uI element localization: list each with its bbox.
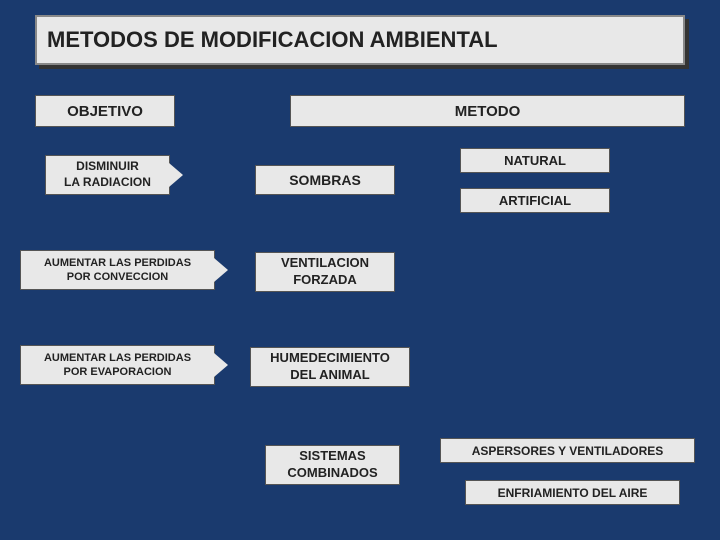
obj1-line2: LA RADIACION <box>64 175 151 191</box>
met3-line2: DEL ANIMAL <box>290 367 369 384</box>
metodo-ventilacion: VENTILACION FORZADA <box>255 252 395 292</box>
title-box: METODOS DE MODIFICACION AMBIENTAL <box>35 15 685 65</box>
obj2-line2: POR CONVECCION <box>67 270 168 284</box>
title-text: METODOS DE MODIFICACION AMBIENTAL <box>47 27 498 53</box>
obj3-line1: AUMENTAR LAS PERDIDAS <box>44 351 191 365</box>
met2-line2: FORZADA <box>293 272 357 289</box>
metodo-sistemas-combinados: SISTEMAS COMBINADOS <box>265 445 400 485</box>
metodo-header: METODO <box>290 95 685 127</box>
sub-aspersores: ASPERSORES Y VENTILADORES <box>440 438 695 463</box>
sub-artificial: ARTIFICIAL <box>460 188 610 213</box>
metodo-sombras: SOMBRAS <box>255 165 395 195</box>
objetivo-header: OBJETIVO <box>35 95 175 127</box>
metodo-humedecimiento: HUMEDECIMIENTO DEL ANIMAL <box>250 347 410 387</box>
met3-line1: HUMEDECIMIENTO <box>270 350 390 367</box>
met2-line1: VENTILACION <box>281 255 369 272</box>
sub-natural: NATURAL <box>460 148 610 173</box>
met4-line1: SISTEMAS <box>299 448 365 465</box>
objetivo-disminuir-radiacion: DISMINUIR LA RADIACION <box>45 155 170 195</box>
sub-enfriamiento: ENFRIAMIENTO DEL AIRE <box>465 480 680 505</box>
obj2-line1: AUMENTAR LAS PERDIDAS <box>44 256 191 270</box>
objetivo-aumentar-evaporacion: AUMENTAR LAS PERDIDAS POR EVAPORACION <box>20 345 215 385</box>
obj3-line2: POR EVAPORACION <box>64 365 172 379</box>
objetivo-aumentar-conveccion: AUMENTAR LAS PERDIDAS POR CONVECCION <box>20 250 215 290</box>
met4-line2: COMBINADOS <box>287 465 377 482</box>
obj1-line1: DISMINUIR <box>76 159 139 175</box>
